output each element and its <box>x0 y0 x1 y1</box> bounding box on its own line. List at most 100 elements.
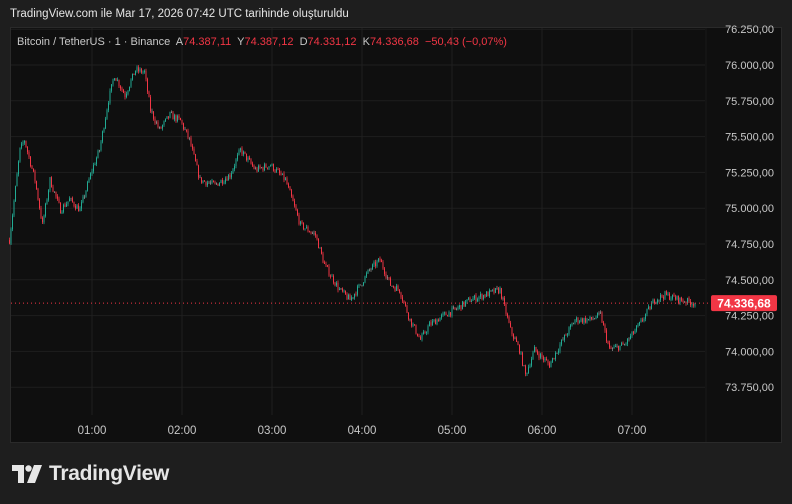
candle-body <box>294 201 295 206</box>
candle-body <box>202 180 204 183</box>
candle-body <box>471 300 472 302</box>
candle <box>625 342 627 346</box>
candle-body <box>438 319 439 322</box>
candle <box>637 322 639 328</box>
candle-body <box>88 179 90 183</box>
candle <box>264 162 265 172</box>
candle-body <box>507 313 508 317</box>
candle-body <box>141 68 142 73</box>
candle-body <box>213 180 214 183</box>
candle <box>369 268 370 272</box>
chart-pane[interactable] <box>10 27 782 443</box>
candle <box>471 299 472 303</box>
candle <box>616 343 618 348</box>
candle-body <box>169 112 171 118</box>
candle <box>639 321 640 326</box>
candle <box>640 317 642 323</box>
candle-body <box>519 344 520 354</box>
candle <box>472 295 474 301</box>
candle-body <box>604 324 606 331</box>
candle-body <box>517 341 519 345</box>
candle <box>517 340 519 346</box>
candle <box>670 296 672 302</box>
candle-body <box>375 262 376 267</box>
candle-body <box>580 318 582 322</box>
candle-body <box>402 297 403 301</box>
candle-body <box>663 297 664 299</box>
candle <box>502 296 504 301</box>
candle-body <box>414 324 415 326</box>
candle-body <box>460 305 462 310</box>
candle <box>408 312 409 321</box>
candle-body <box>391 285 393 287</box>
candle <box>201 177 202 184</box>
candle <box>78 203 79 212</box>
candle-body <box>253 165 255 169</box>
candle-body <box>31 166 33 169</box>
candle <box>676 295 678 301</box>
candle-body <box>645 314 646 319</box>
candle-body <box>571 323 573 326</box>
candle <box>183 122 184 131</box>
candle-body <box>495 288 496 293</box>
candle-body <box>649 306 651 310</box>
candle-body <box>624 344 625 346</box>
candle-body <box>652 299 654 304</box>
candle-body <box>480 294 481 297</box>
candle-body <box>183 123 184 130</box>
candle-body <box>687 298 688 304</box>
candle <box>465 300 466 307</box>
candle <box>237 152 238 162</box>
candle-body <box>424 331 426 334</box>
candle <box>558 348 559 355</box>
candle-body <box>111 84 112 91</box>
candle <box>480 291 481 299</box>
candle-body <box>100 141 102 151</box>
candle-body <box>324 262 325 265</box>
candle <box>136 65 138 73</box>
candle <box>28 150 30 160</box>
candle-body <box>552 357 553 362</box>
candle <box>666 290 667 296</box>
candle-body <box>103 128 105 132</box>
candle-body <box>321 247 322 254</box>
candle-body <box>190 137 192 146</box>
candle-body <box>351 297 352 301</box>
candle <box>31 164 33 170</box>
candle <box>12 213 13 232</box>
candle-body <box>178 115 180 119</box>
candle <box>688 296 690 303</box>
candle-body <box>579 321 580 323</box>
tradingview-logo[interactable]: TradingView <box>12 462 169 486</box>
candle-body <box>343 290 345 292</box>
candle-body <box>538 353 540 358</box>
candle <box>414 324 415 326</box>
candle-body <box>214 182 216 184</box>
candle-body <box>37 188 39 200</box>
candle-body <box>145 70 147 79</box>
candle-body <box>372 264 373 270</box>
candle <box>418 333 420 338</box>
chart-title: TradingView.com ile Mar 17, 2026 07:42 U… <box>10 8 349 20</box>
candle-body <box>90 173 91 180</box>
candle <box>555 351 556 362</box>
candle <box>643 317 645 323</box>
candle-body <box>387 277 388 279</box>
candle-body <box>30 156 31 167</box>
candle-body <box>163 121 165 126</box>
candle <box>66 201 67 207</box>
candle-body <box>633 331 634 334</box>
candle <box>42 216 43 224</box>
symbol-name[interactable]: Bitcoin / TetherUS · 1 · Binance <box>17 36 171 48</box>
candle-body <box>535 347 537 352</box>
candle-body <box>499 288 501 294</box>
candle <box>360 284 361 286</box>
candle-body <box>582 318 583 323</box>
time-tick-label: 04:00 <box>348 425 377 437</box>
candle <box>126 91 127 99</box>
candle <box>565 333 567 336</box>
candle <box>193 146 195 155</box>
candle <box>439 317 441 322</box>
candle <box>186 129 187 133</box>
